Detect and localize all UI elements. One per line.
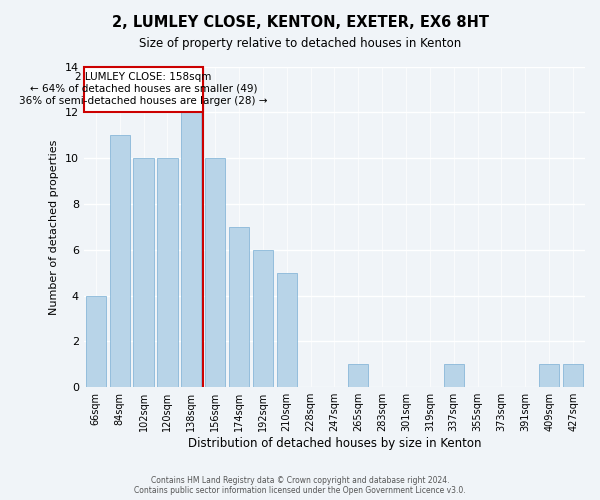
Bar	[133, 158, 154, 387]
Bar	[443, 364, 464, 387]
Bar	[157, 158, 178, 387]
Bar	[277, 272, 297, 387]
Text: Size of property relative to detached houses in Kenton: Size of property relative to detached ho…	[139, 38, 461, 51]
Y-axis label: Number of detached properties: Number of detached properties	[49, 139, 59, 314]
Text: Contains HM Land Registry data © Crown copyright and database right 2024.: Contains HM Land Registry data © Crown c…	[151, 476, 449, 485]
Bar	[205, 158, 225, 387]
Bar	[348, 364, 368, 387]
Text: 2, LUMLEY CLOSE, KENTON, EXETER, EX6 8HT: 2, LUMLEY CLOSE, KENTON, EXETER, EX6 8HT	[112, 15, 488, 30]
X-axis label: Distribution of detached houses by size in Kenton: Distribution of detached houses by size …	[188, 437, 481, 450]
Bar	[563, 364, 583, 387]
Bar	[253, 250, 273, 387]
Bar	[110, 135, 130, 387]
Bar	[84, 66, 203, 112]
Text: Contains public sector information licensed under the Open Government Licence v3: Contains public sector information licen…	[134, 486, 466, 495]
Bar	[181, 112, 202, 387]
Text: 36% of semi-detached houses are larger (28) →: 36% of semi-detached houses are larger (…	[19, 96, 268, 106]
Bar	[229, 227, 249, 387]
Text: ← 64% of detached houses are smaller (49): ← 64% of detached houses are smaller (49…	[30, 84, 257, 94]
Text: 2 LUMLEY CLOSE: 158sqm: 2 LUMLEY CLOSE: 158sqm	[76, 72, 212, 82]
Bar	[539, 364, 559, 387]
Bar	[86, 296, 106, 387]
